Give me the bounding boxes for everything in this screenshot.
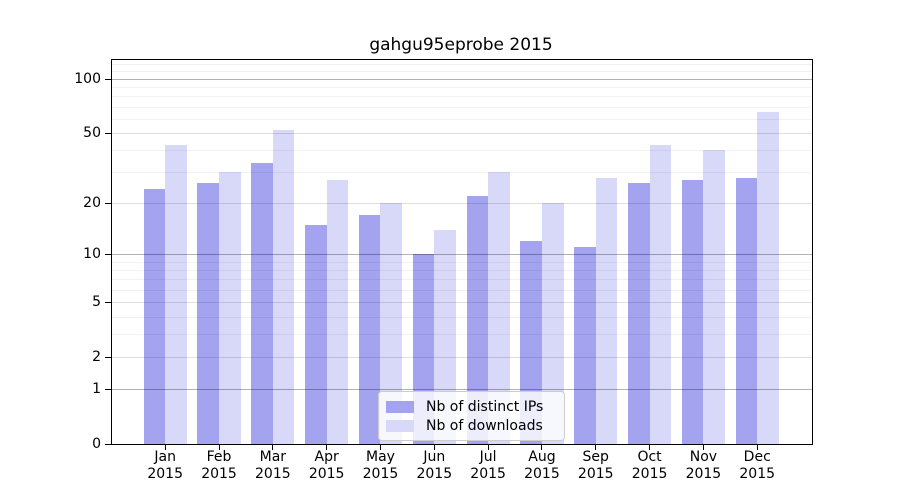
y-tick-1 <box>105 389 111 391</box>
bar-downloads-nov <box>703 150 725 444</box>
gridline-2 <box>112 357 812 359</box>
x-tick-mar <box>272 444 274 450</box>
bar-distinct-ips-dec <box>735 177 758 444</box>
gridline-70 <box>112 106 812 108</box>
x-tick-nov <box>702 444 704 450</box>
bar-distinct-ips-feb <box>197 183 219 444</box>
x-tick-sep <box>595 444 597 450</box>
y-tick-label-20: 20 <box>83 195 101 212</box>
y-tick-0 <box>105 444 111 445</box>
bar-downloads-aug <box>541 203 564 444</box>
y-tick-2 <box>105 357 111 359</box>
x-tick-label-aug: Aug 2015 <box>524 449 560 482</box>
gridline-80 <box>112 96 812 98</box>
x-tick-label-may: May 2015 <box>362 449 399 482</box>
gridline-90 <box>112 87 812 88</box>
bar-downloads-may <box>380 203 403 444</box>
gridline-20 <box>112 203 812 205</box>
x-tick-label-jan: Jan 2015 <box>147 449 183 482</box>
bar-downloads-sep <box>595 177 618 444</box>
legend-item-downloads: Nb of downloads <box>386 416 558 435</box>
gridline-120 <box>112 64 812 66</box>
x-tick-oct <box>649 444 651 450</box>
x-tick-feb <box>218 444 220 450</box>
x-tick-dec <box>756 444 758 450</box>
x-tick-label-nov: Nov 2015 <box>685 449 722 482</box>
gridline-100 <box>112 78 812 80</box>
x-tick-label-apr: Apr 2015 <box>308 449 345 482</box>
gridline-10 <box>112 254 812 256</box>
y-tick-50 <box>105 132 111 134</box>
bar-distinct-ips-mar <box>251 162 273 444</box>
gridline-9 <box>112 261 812 263</box>
y-tick-label-0: 0 <box>92 436 101 452</box>
gridline-7 <box>112 279 812 281</box>
bar-downloads-apr <box>326 180 349 444</box>
gridline-50 <box>112 132 812 134</box>
x-tick-apr <box>326 444 328 450</box>
y-tick-label-5: 5 <box>92 294 101 311</box>
y-tick-label-100: 100 <box>74 70 101 87</box>
y-tick-100 <box>105 78 111 80</box>
bar-downloads-mar <box>272 129 295 444</box>
x-tick-label-feb: Feb 2015 <box>201 449 237 482</box>
bar-distinct-ips-sep <box>574 247 596 444</box>
gridline-3 <box>112 334 812 336</box>
x-tick-label-oct: Oct 2015 <box>631 449 668 482</box>
gridline-5 <box>112 302 812 304</box>
gridline-8 <box>112 270 812 272</box>
gridline-30 <box>112 172 812 174</box>
y-tick-label-50: 50 <box>83 124 101 141</box>
bar-downloads-oct <box>649 144 672 444</box>
bar-distinct-ips-jan <box>143 189 166 444</box>
y-tick-label-1: 1 <box>92 381 101 398</box>
x-tick-label-jun: Jun 2015 <box>416 449 453 482</box>
y-tick-label-10: 10 <box>83 246 101 263</box>
legend-label-distinct-ips: Nb of distinct IPs <box>426 398 544 415</box>
x-tick-label-mar: Mar 2015 <box>255 449 291 482</box>
plot-area <box>111 59 813 445</box>
bar-distinct-ips-may <box>358 215 381 444</box>
y-tick-10 <box>105 254 111 256</box>
bar-downloads-jan <box>165 144 187 444</box>
bar-downloads-feb <box>219 172 241 444</box>
bar-downloads-dec <box>757 112 779 444</box>
legend-item-distinct-ips: Nb of distinct IPs <box>386 397 558 416</box>
bar-downloads-jul <box>488 172 510 444</box>
x-tick-jan <box>164 444 166 450</box>
x-tick-may <box>379 444 381 450</box>
bar-distinct-ips-jul <box>466 195 489 444</box>
chart-title: gahgu95eprobe 2015 <box>369 35 553 55</box>
x-tick-label-dec: Dec 2015 <box>739 449 776 482</box>
y-tick-20 <box>105 203 111 205</box>
bar-downloads-jun <box>434 229 456 444</box>
x-tick-jun <box>433 444 435 450</box>
legend-swatch-downloads-icon <box>386 419 414 432</box>
x-tick-label-jul: Jul 2015 <box>470 449 506 482</box>
gridline-1 <box>112 389 812 391</box>
legend-swatch-distinct-ips-icon <box>386 400 414 413</box>
gridline-110 <box>112 71 812 73</box>
gridline-4 <box>112 316 812 318</box>
gridline-6 <box>112 289 812 291</box>
bar-distinct-ips-oct <box>627 183 650 444</box>
bar-distinct-ips-nov <box>681 180 704 444</box>
x-tick-label-sep: Sep 2015 <box>577 449 614 482</box>
gridline-60 <box>112 118 812 120</box>
gridline-40 <box>112 150 812 152</box>
legend-label-downloads: Nb of downloads <box>426 417 543 434</box>
y-tick-label-2: 2 <box>92 349 101 366</box>
legend: Nb of distinct IPs Nb of downloads <box>378 391 565 441</box>
y-tick-5 <box>105 302 111 304</box>
bar-distinct-ips-apr <box>305 224 327 444</box>
x-tick-jul <box>487 444 489 450</box>
x-tick-aug <box>541 444 543 450</box>
